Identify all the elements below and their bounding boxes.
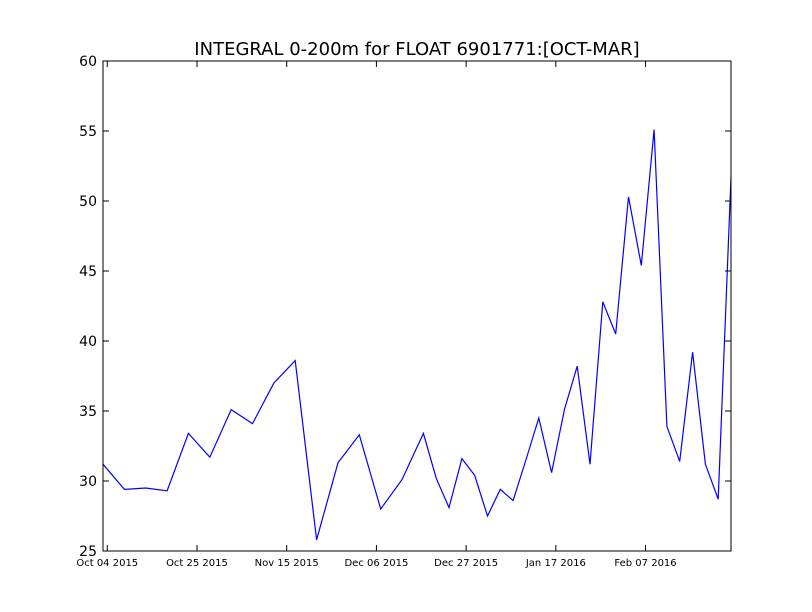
- y-tick-label: 50: [79, 194, 97, 210]
- x-tick-label: Dec 27 2015: [434, 558, 498, 569]
- plot-frame: [102, 60, 732, 552]
- series-line-0: [102, 129, 732, 540]
- x-tick-label: Nov 15 2015: [255, 558, 319, 569]
- plot-area: 25 30 35 40 45 50 55 60 Oct 04 2015 Oct 25 2015 No…: [76, 54, 732, 569]
- y-tick-label: 55: [79, 124, 97, 140]
- y-tick-label: 45: [79, 264, 97, 280]
- y-tick-label: 25: [79, 544, 97, 560]
- y-tick-label: 60: [79, 54, 97, 70]
- x-tick-label: Oct 04 2015: [76, 558, 138, 569]
- y-tick-label: 30: [79, 474, 97, 490]
- x-tick-label: Oct 25 2015: [166, 558, 228, 569]
- x-tick-label: Dec 06 2015: [344, 558, 408, 569]
- x-tick-label: Feb 07 2016: [614, 558, 676, 569]
- x-tick-label: Jan 17 2016: [525, 558, 586, 569]
- y-tick-label: 35: [79, 404, 97, 420]
- chart-title: INTEGRAL 0-200m for FLOAT 6901771:[OCT-M…: [194, 39, 639, 60]
- y-tick-label: 40: [79, 334, 97, 350]
